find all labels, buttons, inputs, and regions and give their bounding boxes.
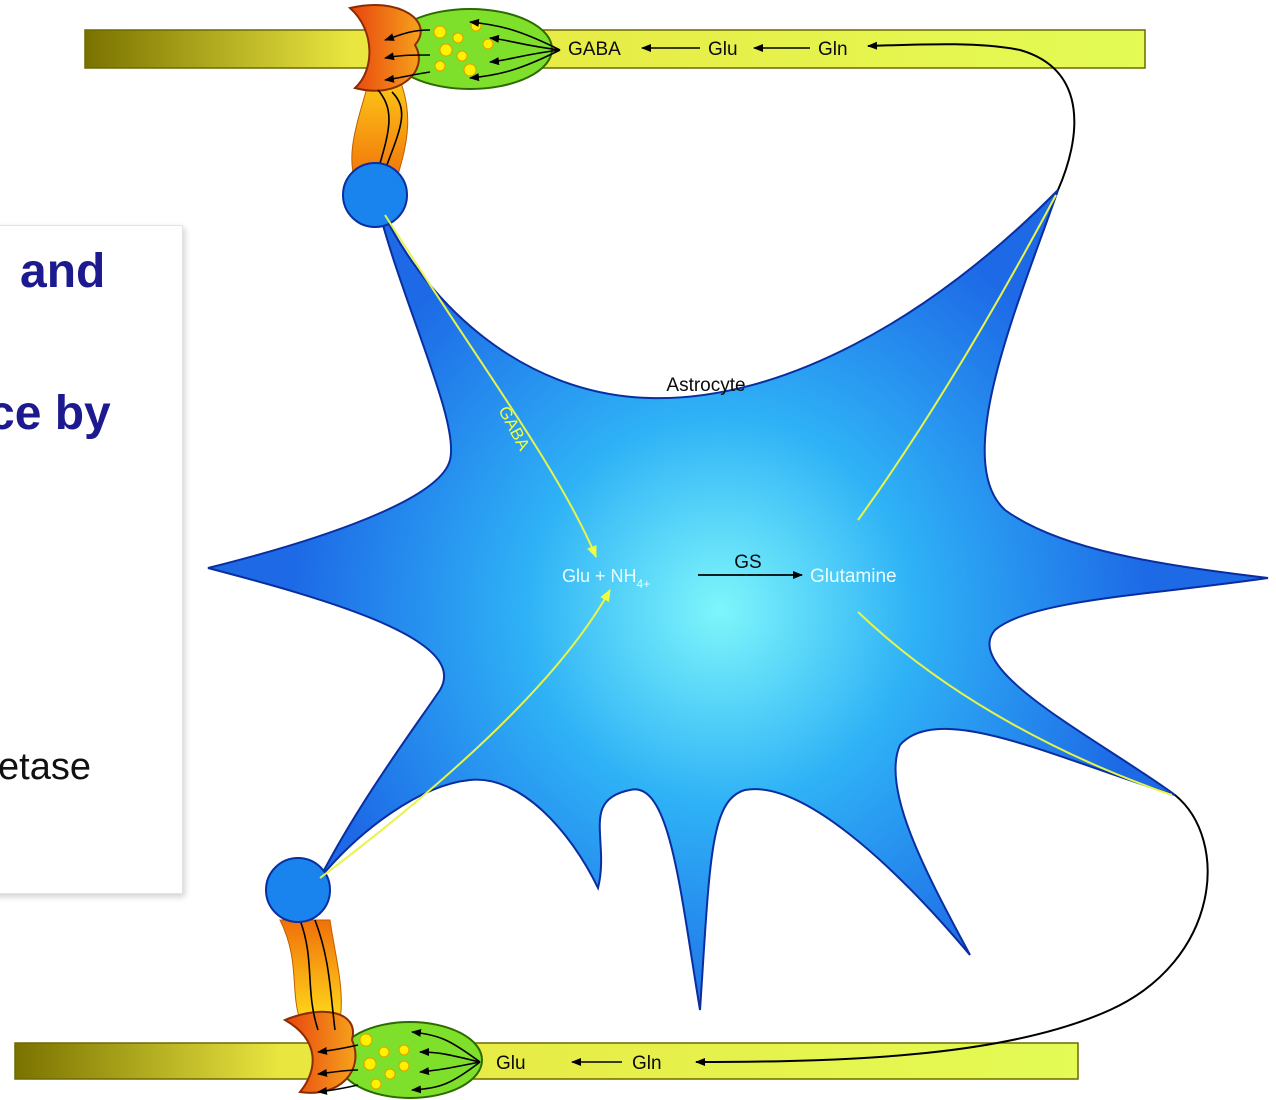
top-gln-label: Gln	[818, 39, 848, 60]
bottom-cell-soma	[265, 857, 331, 923]
bottom-presynaptic-bouton	[337, 1021, 483, 1099]
top-gaba-label: GABA	[568, 39, 621, 60]
reactant-text: Glu + NH	[562, 566, 637, 586]
bottom-axon	[14, 1042, 1079, 1080]
top-postsynaptic-terminal	[347, 3, 422, 92]
bottom-vesicles	[359, 1033, 410, 1090]
glutamine-synthetase-reaction: Glu + NH4+ GS Glutamine	[562, 552, 897, 591]
top-glu-label: Glu	[708, 39, 738, 60]
heading-line-2: ce by	[0, 387, 111, 440]
product-glutamine-label: Glutamine	[810, 566, 897, 587]
top-axon	[84, 29, 1146, 69]
ammonium-subscript: 4+	[637, 577, 651, 591]
top-cell-soma	[342, 162, 408, 228]
bottom-gln-label: Gln	[632, 1053, 662, 1074]
heading-line-1: and	[20, 245, 106, 298]
body-line-fragment: etase	[0, 746, 91, 788]
top-pathway: GABA Glu Gln	[568, 39, 848, 60]
bottom-glu-label: Glu	[496, 1053, 526, 1074]
enzyme-gs-label: GS	[734, 552, 761, 573]
bottom-pathway: Glu Gln	[496, 1053, 662, 1074]
top-vesicles	[433, 20, 494, 77]
slide-text-panel: and ce by etase	[0, 225, 183, 894]
astrocyte-yellow-pathways	[319, 194, 1173, 879]
astrocyte-label: Astrocyte	[666, 375, 745, 396]
glutamine-return-line-top	[867, 41, 1076, 191]
reaction-reactants: Glu + NH4+	[562, 566, 650, 591]
astrocyte-cell-body	[207, 189, 1269, 1011]
glutamine-return-line-bottom	[695, 794, 1209, 1066]
